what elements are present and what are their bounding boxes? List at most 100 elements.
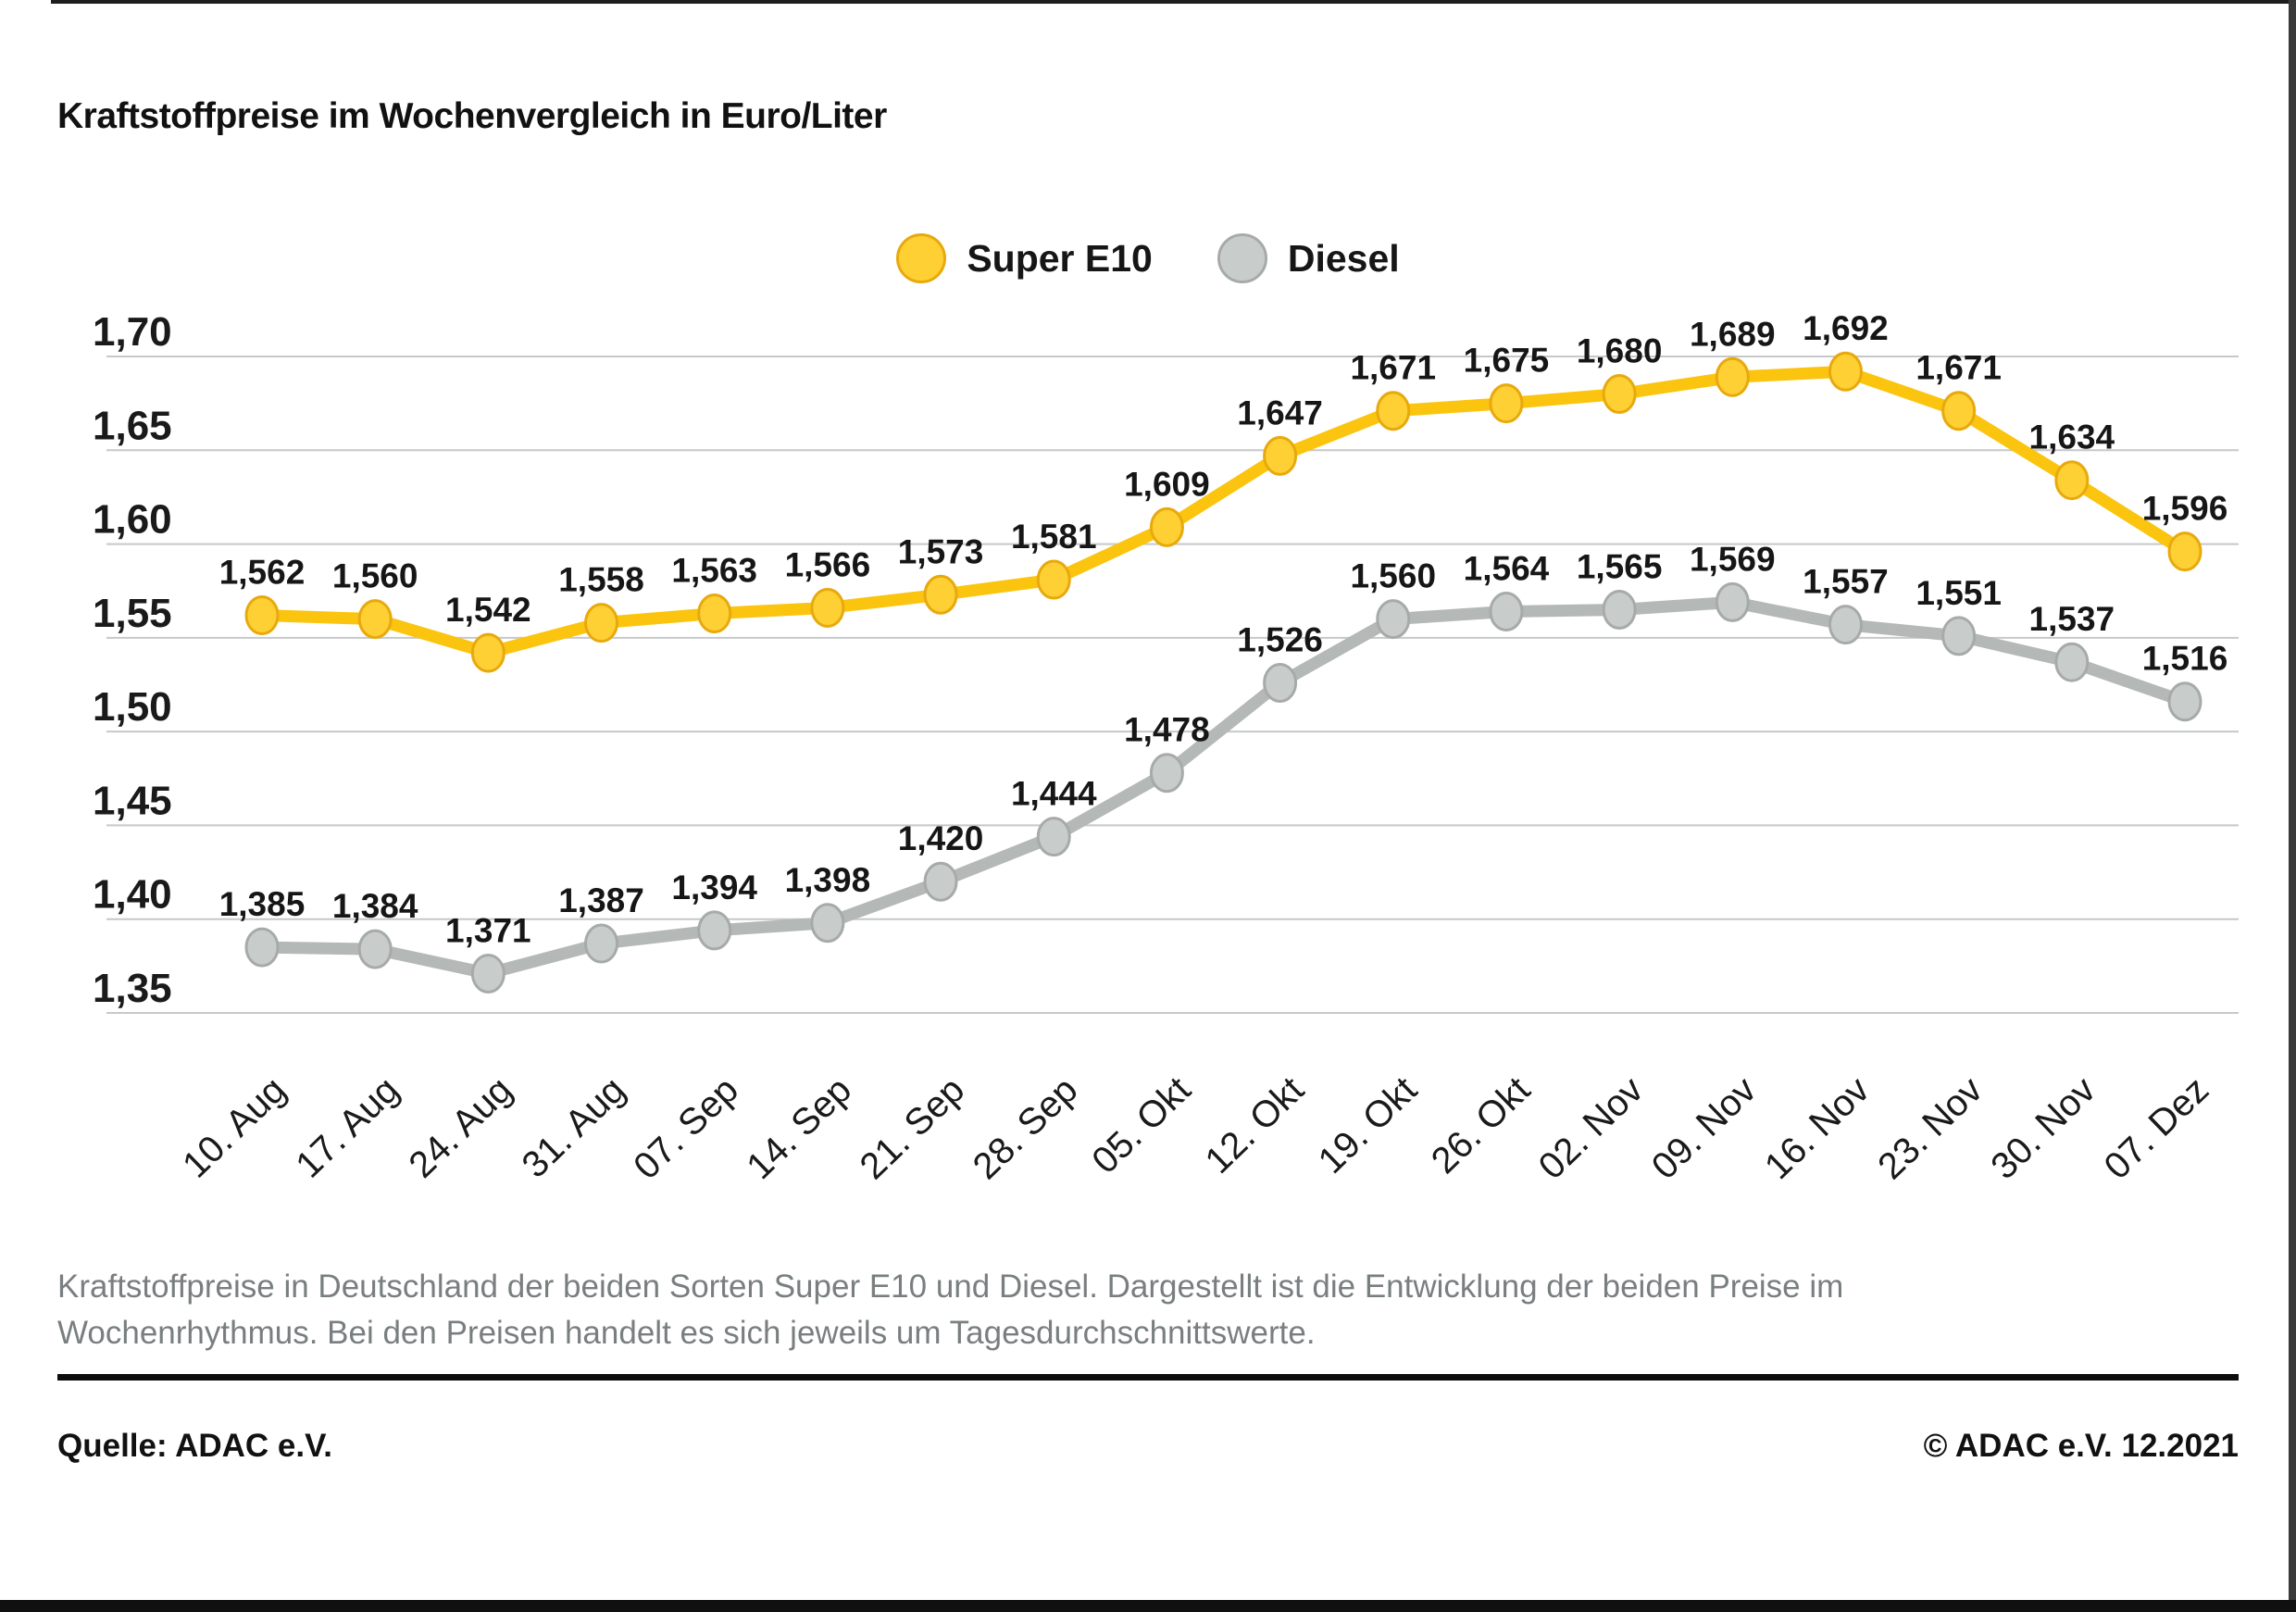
data-point-label: 1,564 xyxy=(1464,549,1550,587)
source-text: Quelle: ADAC e.V. xyxy=(57,1428,332,1464)
y-axis-tick-label: 1,65 xyxy=(93,403,172,448)
y-axis-tick-label: 1,35 xyxy=(93,966,172,1011)
x-axis-tick-label: 24. Aug xyxy=(401,1069,519,1186)
data-point xyxy=(2167,531,2202,572)
data-point-label: 1,371 xyxy=(445,911,531,949)
data-point-label: 1,558 xyxy=(558,561,644,599)
data-point xyxy=(470,632,505,673)
data-point xyxy=(2054,460,2090,501)
data-point xyxy=(584,603,619,644)
x-axis-tick-label: 07. Dez xyxy=(2097,1069,2217,1187)
legend-label-diesel: Diesel xyxy=(1287,236,1400,280)
data-point-label: 1,563 xyxy=(671,552,757,590)
x-axis-tick-label: 02. Nov xyxy=(1531,1069,1652,1187)
x-axis-tick-label: 26. Okt xyxy=(1424,1069,1538,1181)
data-point-label: 1,647 xyxy=(1237,394,1323,431)
data-point xyxy=(357,599,393,640)
x-axis-tick-label: 17. Aug xyxy=(288,1069,406,1186)
data-point xyxy=(1489,591,1524,631)
x-axis-tick-label: 09. Nov xyxy=(1644,1069,1765,1187)
data-point xyxy=(1149,753,1184,794)
data-point-label: 1,562 xyxy=(219,554,306,592)
x-axis-tick-label: 21. Sep xyxy=(853,1069,973,1187)
x-axis-tick-label: 05. Okt xyxy=(1084,1069,1198,1181)
data-point-label: 1,542 xyxy=(445,591,531,629)
data-point-label: 1,394 xyxy=(671,868,757,906)
data-point xyxy=(1941,616,1977,656)
data-point-label: 1,560 xyxy=(1350,557,1436,595)
data-point-label: 1,537 xyxy=(2029,600,2115,638)
data-point-label: 1,385 xyxy=(219,885,306,923)
data-point-label: 1,560 xyxy=(332,557,418,595)
data-point xyxy=(470,953,505,993)
data-point xyxy=(1489,383,1524,424)
line-chart: 1,70 1,65 1,60 1,55 1,50 1,45 1,40 1,35 10. Aug 1… xyxy=(0,278,2296,1231)
legend-item-diesel: Diesel xyxy=(1217,233,1400,283)
data-point-label: 1,516 xyxy=(2142,640,2228,678)
data-point xyxy=(1602,589,1637,630)
legend-item-super-e10: Super E10 xyxy=(896,233,1153,283)
data-point xyxy=(923,861,958,902)
copyright-text: © ADAC e.V. 12.2021 xyxy=(1923,1428,2239,1464)
data-point xyxy=(1828,605,1863,645)
x-axis-tick-label: 23. Nov xyxy=(1870,1069,1990,1187)
data-point xyxy=(1602,374,1637,415)
data-point-label: 1,384 xyxy=(332,887,418,925)
data-point xyxy=(1715,356,1750,397)
data-point xyxy=(697,910,732,951)
chart-caption: Kraftstoffpreise in Deutschland der beid… xyxy=(57,1268,1844,1352)
data-point xyxy=(1376,599,1411,640)
data-point-label: 1,551 xyxy=(1915,574,2002,612)
y-axis-tick-label: 1,70 xyxy=(93,309,172,355)
data-point-label: 1,573 xyxy=(898,532,984,570)
x-axis-tick-label: 12. Okt xyxy=(1198,1069,1312,1181)
data-point xyxy=(1715,581,1750,622)
data-point xyxy=(357,929,393,969)
data-point xyxy=(697,594,732,634)
data-point-label: 1,692 xyxy=(1803,309,1889,347)
frame-bottom-border xyxy=(0,1600,2296,1612)
data-point-label: 1,387 xyxy=(558,881,644,919)
x-axis-tick-label: 28. Sep xyxy=(966,1069,1086,1187)
y-axis-tick-label: 1,40 xyxy=(93,872,172,918)
super-e10-marker-icon xyxy=(896,233,947,283)
data-point-label: 1,398 xyxy=(785,861,871,899)
data-point xyxy=(584,923,619,964)
data-point xyxy=(2167,681,2202,722)
data-point xyxy=(1149,506,1184,547)
data-point-label: 1,569 xyxy=(1690,540,1776,578)
data-point-label: 1,634 xyxy=(2029,419,2115,456)
data-point xyxy=(1036,559,1071,600)
footer-divider xyxy=(57,1374,2239,1381)
data-point xyxy=(810,903,845,943)
x-axis-tick-label: 31. Aug xyxy=(515,1069,633,1186)
data-point-label: 1,557 xyxy=(1803,563,1889,601)
data-point xyxy=(923,574,958,615)
data-point-label: 1,478 xyxy=(1124,711,1210,749)
page-title: Kraftstoffpreise im Wochenvergleich in E… xyxy=(57,96,887,137)
x-axis-tick-label: 16. Nov xyxy=(1757,1069,1878,1187)
data-point-label: 1,689 xyxy=(1690,315,1776,353)
data-point-label: 1,671 xyxy=(1915,349,2002,387)
series-line xyxy=(261,365,2189,659)
data-point-label: 1,675 xyxy=(1464,342,1550,380)
data-point xyxy=(2054,642,2090,682)
data-point-label: 1,609 xyxy=(1124,465,1210,503)
frame-top-border xyxy=(51,0,2296,4)
y-axis-tick-label: 1,50 xyxy=(93,684,172,730)
x-axis-tick-label: 19. Okt xyxy=(1311,1069,1425,1181)
data-point xyxy=(244,595,280,636)
data-point xyxy=(1036,817,1071,857)
x-axis-tick-label: 07. Sep xyxy=(626,1069,746,1187)
series-line xyxy=(261,595,2188,980)
frame-right-border xyxy=(2289,0,2296,1612)
chart-legend: Super E10 Diesel xyxy=(0,233,2296,283)
data-point-label: 1,526 xyxy=(1237,620,1323,658)
data-point xyxy=(810,587,845,628)
legend-label-super-e10: Super E10 xyxy=(967,236,1153,280)
data-point xyxy=(1263,435,1298,476)
data-point xyxy=(1376,391,1411,431)
data-point xyxy=(244,927,280,968)
